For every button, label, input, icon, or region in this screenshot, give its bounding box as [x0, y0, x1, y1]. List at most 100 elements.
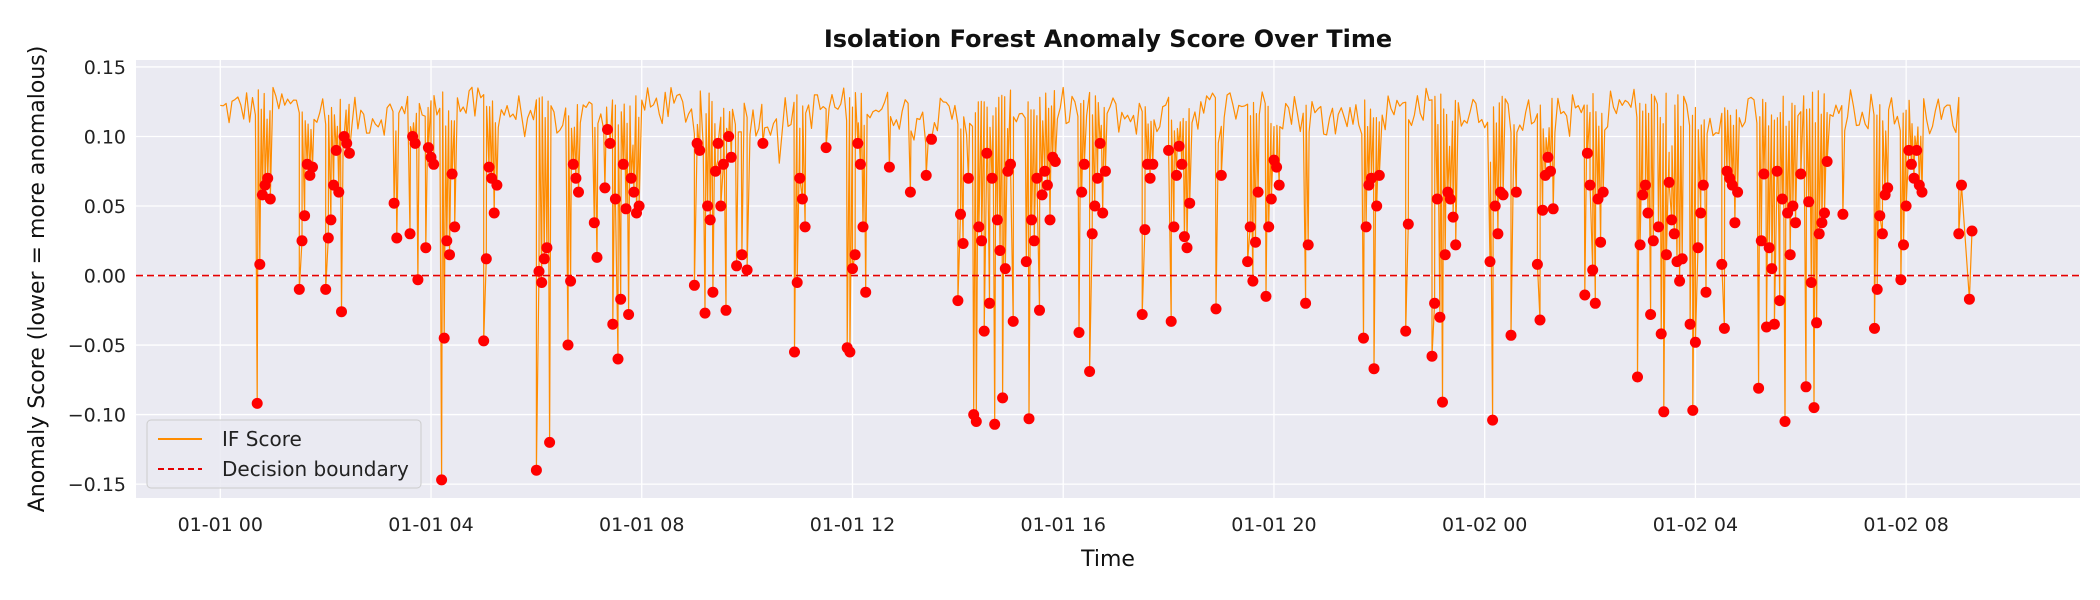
anomaly-point [799, 221, 811, 233]
anomaly-point [852, 137, 864, 149]
anomaly-point [1252, 186, 1264, 198]
anomaly-point [1647, 235, 1659, 247]
anomaly-point [1697, 179, 1709, 191]
anomaly-point [1429, 297, 1441, 309]
anomaly-point [978, 325, 990, 337]
anomaly-point [1581, 147, 1593, 159]
anomaly-point [1020, 256, 1032, 268]
anomaly-point [1755, 235, 1767, 247]
anomaly-point [1215, 169, 1227, 181]
anomaly-point [1242, 256, 1254, 268]
anomaly-point [533, 265, 545, 277]
anomaly-point [1774, 295, 1786, 307]
anomaly-point [1547, 203, 1559, 215]
anomaly-point [1597, 186, 1609, 198]
anomaly-point [1439, 249, 1451, 261]
anomaly-point [625, 172, 637, 184]
anomaly-point [704, 214, 716, 226]
y-tick-label: −0.15 [68, 474, 126, 496]
anomaly-point [404, 228, 416, 240]
anomaly-point [1695, 207, 1707, 219]
anomaly-point [1534, 314, 1546, 326]
anomaly-point [1400, 325, 1412, 337]
x-tick-label: 01-02 04 [1653, 514, 1738, 536]
anomaly-point [1426, 350, 1438, 362]
x-axis-label: Time [1080, 547, 1135, 572]
anomaly-point [1247, 275, 1259, 287]
anomaly-point [847, 263, 858, 275]
anomaly-point [1163, 144, 1175, 156]
y-tick-label: 0.15 [84, 57, 126, 79]
anomaly-point [325, 214, 337, 226]
anomaly-point [1049, 156, 1061, 167]
y-tick-label: 0.00 [84, 266, 126, 288]
anomaly-point [591, 251, 603, 263]
anomaly-point [388, 197, 400, 209]
anomaly-point [1869, 322, 1880, 334]
anomaly-point [1882, 182, 1894, 194]
anomaly-point [1041, 179, 1053, 191]
anomaly-point [588, 217, 600, 229]
anomaly-point [1036, 189, 1048, 201]
anomaly-point [1645, 309, 1657, 320]
anomaly-point [970, 416, 982, 427]
anomaly-point [952, 295, 964, 307]
anomaly-point [1007, 315, 1019, 327]
y-tick-label: −0.05 [68, 335, 126, 357]
anomaly-point [1819, 207, 1830, 219]
anomaly-point [1026, 214, 1038, 226]
anomaly-point [699, 307, 711, 319]
anomaly-point [449, 221, 461, 233]
anomaly-point [1437, 396, 1448, 408]
anomaly-point [1956, 179, 1967, 191]
anomaly-point [731, 260, 743, 272]
anomaly-point [1876, 228, 1888, 240]
anomaly-point [1655, 328, 1667, 340]
anomaly-point [1092, 172, 1103, 184]
x-tick-label: 01-01 00 [178, 514, 263, 536]
anomaly-point [741, 264, 753, 276]
anomaly-point [570, 172, 582, 184]
anomaly-point [857, 221, 869, 233]
anomaly-point [955, 208, 966, 220]
anomaly-point [544, 436, 556, 448]
anomaly-point [723, 131, 735, 142]
anomaly-point [428, 158, 440, 170]
anomaly-point [1484, 256, 1496, 268]
anomaly-point [483, 161, 495, 173]
anomaly-point [1371, 200, 1383, 212]
anomaly-point [1244, 221, 1256, 233]
anomaly-point [1360, 221, 1372, 233]
anomaly-point [712, 137, 724, 149]
anomaly-point [1871, 283, 1883, 295]
anomaly-point [984, 297, 995, 309]
anomaly-point [1250, 236, 1261, 248]
anomaly-point [530, 464, 542, 476]
anomaly-point [715, 200, 727, 212]
anomaly-point [820, 142, 832, 154]
anomaly-point [789, 346, 800, 358]
anomaly-point [1097, 207, 1109, 219]
x-tick-label: 01-02 00 [1442, 514, 1527, 536]
anomaly-point [1078, 158, 1090, 170]
anomaly-point [1658, 406, 1670, 418]
anomaly-point [1136, 309, 1148, 320]
x-tick-label: 01-01 04 [388, 514, 473, 536]
anomaly-point [1173, 140, 1185, 152]
anomaly-point [994, 245, 1006, 256]
anomaly-point [541, 242, 553, 254]
anomaly-point [322, 232, 334, 244]
legend-box [146, 419, 422, 489]
anomaly-point [1803, 196, 1815, 208]
anomaly-point [707, 286, 719, 298]
anomaly-point [1660, 249, 1672, 261]
anomaly-point [436, 474, 448, 486]
anomaly-point [478, 335, 490, 347]
anomaly-point [1900, 200, 1912, 212]
anomaly-point [920, 169, 932, 181]
anomaly-point [791, 277, 803, 288]
anomaly-point [488, 207, 500, 219]
x-tick-label: 01-01 12 [810, 514, 895, 536]
y-tick-label: −0.10 [68, 405, 126, 427]
anomaly-point [422, 142, 434, 154]
